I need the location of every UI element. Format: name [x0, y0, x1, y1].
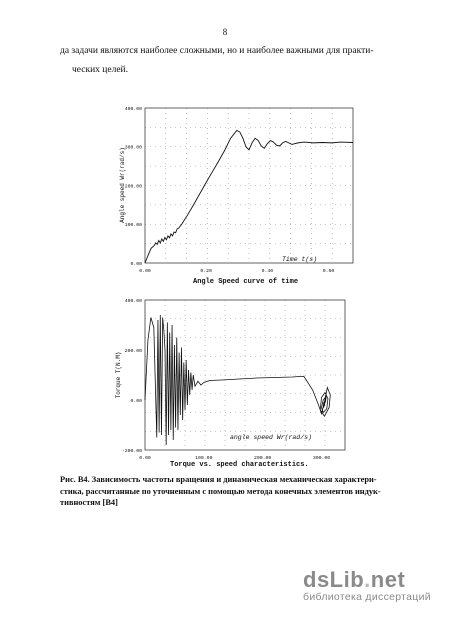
- chart1-grid: [145, 108, 353, 263]
- c1-x-tick-2: 0.40: [262, 268, 274, 274]
- watermark-subtitle: библиотека диссертаций: [303, 591, 431, 603]
- watermark-logo: dsLib.net: [303, 567, 443, 593]
- caption-line-3: тивностям [В4]: [60, 498, 118, 507]
- torque-speed-chart: 0.00 100.00 200.00 300.00-200.000.00200.004…: [115, 298, 346, 469]
- body-line-1: да задачи являются наиболее сложными, но…: [60, 46, 374, 56]
- c1-y-tick-1: 100.00: [125, 222, 142, 228]
- chart2-title: Torque vs. speed characteristics.: [170, 461, 309, 469]
- chart1-tick-labels: 0.00 0.20 0.40 0.60 0.00 100.00 200.00 300.00 40…: [125, 106, 335, 274]
- chart2-series-line: [144, 314, 331, 446]
- chart2-grid: [145, 300, 345, 450]
- c2-x-tick-3: 300.00: [313, 455, 330, 461]
- c2-x-tick-2: 200.00: [254, 455, 271, 461]
- c1-x-tick-1: 0.20: [200, 268, 212, 274]
- c2-y-tick-3: 400.00: [125, 298, 142, 304]
- chart1-frame: [144, 107, 354, 264]
- chart2-y-axis-label: Torque T(N.M): [115, 352, 122, 399]
- c1-y-tick-3: 300.00: [125, 145, 142, 151]
- chart2-frame: [144, 299, 346, 451]
- chart1-y-axis-label: Angle speed Wr(rad/s): [119, 147, 126, 223]
- c1-y-tick-4: 400.00: [125, 106, 142, 112]
- angle-speed-chart: 0.00 0.20 0.40 0.60 0.00 100.00 200.00 300.00 40…: [119, 106, 354, 286]
- c1-y-tick-2: 200.00: [125, 183, 142, 189]
- chart1-series-line: [144, 129, 354, 264]
- c2-x-tick-0: 0.00: [139, 455, 151, 461]
- chart2-x-axis-label: angle speed Wr(rad/s): [230, 434, 312, 441]
- c1-x-tick-3: 0.60: [323, 268, 335, 274]
- c1-x-tick-0: 0.00: [139, 268, 151, 274]
- page-number: 8: [222, 27, 228, 37]
- chart1-x-axis-label: Time t(s): [282, 256, 317, 263]
- body-line-2: ческих целей.: [72, 65, 128, 75]
- c2-y-tick-2: 200.00: [125, 348, 142, 354]
- figure-caption: Рис. В4. Зависимость частоты вращения и …: [60, 474, 400, 509]
- watermark-logo-dot: .: [364, 567, 371, 592]
- dslib-watermark: dsLib.net библиотека диссертаций: [303, 567, 443, 603]
- watermark-logo-tld: net: [370, 567, 406, 592]
- body-paragraph: да задачи являются наиболее сложными, но…: [60, 42, 400, 80]
- c1-y-tick-0: 0.00: [130, 261, 142, 267]
- caption-line-1: Рис. В4. Зависимость частоты вращения и …: [60, 475, 377, 484]
- c2-x-tick-1: 100.00: [195, 455, 212, 461]
- chart2-tick-labels: 0.00 100.00 200.00 300.00-200.000.00200.004…: [122, 298, 330, 461]
- chart1-title: Angle Speed curve of time: [193, 278, 298, 286]
- c2-y-tick-0: -200.00: [122, 448, 142, 454]
- caption-line-2: стика, рассчитанные по уточненным с помо…: [60, 486, 381, 496]
- c2-y-tick-1: 0.00: [130, 398, 142, 404]
- watermark-logo-main: dsLib: [303, 567, 365, 592]
